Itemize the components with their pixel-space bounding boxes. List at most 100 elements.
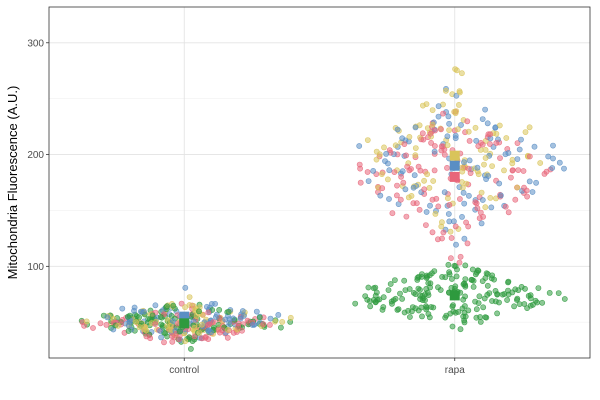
data-point <box>474 205 481 212</box>
data-point <box>484 282 491 289</box>
data-point <box>459 164 465 171</box>
data-point <box>429 121 436 128</box>
data-point <box>472 199 479 206</box>
summary-layer <box>179 150 460 329</box>
data-point <box>479 278 486 284</box>
data-point <box>505 209 512 216</box>
data-point <box>453 67 460 74</box>
data-point <box>208 300 215 307</box>
data-point <box>480 304 487 311</box>
data-point <box>431 167 438 174</box>
data-point <box>169 318 176 324</box>
data-point <box>387 281 394 287</box>
data-point <box>504 297 510 303</box>
data-point <box>441 189 448 196</box>
data-point <box>425 280 432 286</box>
x-tick-label: control <box>169 365 199 376</box>
data-point <box>169 333 176 340</box>
data-point <box>460 189 467 196</box>
grid-layer <box>49 7 590 358</box>
data-point <box>472 124 479 131</box>
data-point <box>546 289 553 296</box>
summary-marker <box>449 160 460 171</box>
data-point <box>137 308 144 315</box>
data-point <box>391 277 398 283</box>
data-point <box>470 277 477 284</box>
data-point <box>416 206 423 213</box>
data-point <box>417 286 423 293</box>
data-point <box>515 287 522 293</box>
data-point <box>119 305 126 312</box>
data-point <box>224 326 231 333</box>
data-point <box>152 302 159 309</box>
data-point <box>502 151 509 158</box>
data-point <box>457 253 464 260</box>
data-point <box>450 218 457 225</box>
data-point <box>463 180 470 187</box>
data-point <box>205 309 212 316</box>
data-point <box>446 201 453 208</box>
data-point <box>385 287 392 293</box>
data-point <box>419 313 425 320</box>
data-point <box>469 266 476 273</box>
data-point <box>529 189 536 195</box>
data-point <box>224 334 231 341</box>
data-point <box>205 321 211 328</box>
data-point <box>537 160 544 166</box>
data-point <box>391 169 398 175</box>
data-point <box>437 287 444 293</box>
data-point <box>370 167 377 174</box>
data-point <box>149 312 156 319</box>
data-point <box>90 325 96 331</box>
data-point <box>418 304 425 311</box>
data-point <box>158 334 164 341</box>
data-point <box>427 130 434 137</box>
data-point <box>275 311 282 318</box>
data-point <box>260 321 267 327</box>
data-point <box>397 290 403 297</box>
summary-marker <box>449 150 460 161</box>
data-point <box>216 306 223 313</box>
data-point <box>475 267 482 274</box>
data-point <box>550 142 556 149</box>
data-point <box>366 298 373 305</box>
data-point <box>435 203 442 210</box>
data-point <box>157 314 164 320</box>
data-point <box>449 303 456 310</box>
data-point <box>191 324 198 331</box>
data-point <box>423 285 430 292</box>
data-point <box>494 310 500 317</box>
data-point <box>411 172 418 179</box>
data-point <box>401 277 408 284</box>
data-point <box>430 304 437 311</box>
data-point <box>444 195 451 202</box>
data-point <box>249 322 256 328</box>
data-point <box>367 303 374 310</box>
data-point <box>386 167 393 174</box>
panel-border <box>48 6 591 359</box>
data-point <box>482 314 489 321</box>
data-point <box>452 223 459 230</box>
data-point <box>421 177 427 184</box>
data-point <box>384 176 391 183</box>
data-point <box>170 302 177 309</box>
data-point <box>474 164 481 171</box>
data-point <box>419 130 426 137</box>
data-point <box>556 159 563 166</box>
data-point <box>115 322 121 329</box>
data-point <box>442 87 449 94</box>
data-point <box>478 220 485 227</box>
data-point <box>475 171 482 178</box>
data-point <box>526 153 533 160</box>
data-point <box>526 178 533 185</box>
data-point <box>458 70 465 77</box>
data-point <box>477 314 483 320</box>
data-point <box>403 213 410 220</box>
data-point <box>435 103 442 110</box>
data-point <box>550 155 556 162</box>
data-point <box>454 266 460 273</box>
data-point <box>394 126 401 133</box>
data-point <box>365 284 372 291</box>
data-point <box>531 143 538 150</box>
summary-marker <box>449 171 460 182</box>
